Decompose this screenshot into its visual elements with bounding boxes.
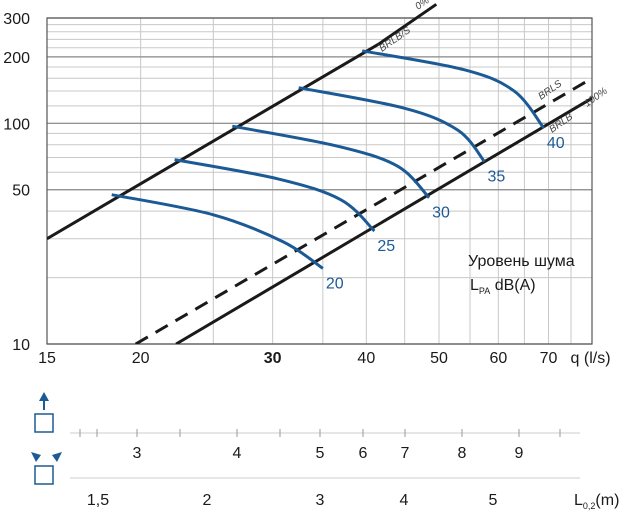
scale-1-label: 6 — [359, 445, 368, 462]
boundary-label-brls: BRLS — [536, 78, 564, 102]
noise-curve-label: 35 — [487, 169, 505, 186]
boundary-line-extension — [377, 3, 438, 46]
scale-1-label: 9 — [515, 445, 524, 462]
scale-1-label: 7 — [401, 445, 410, 462]
y-tick-label: 50 — [12, 183, 30, 200]
x-tick-label: 60 — [489, 350, 507, 367]
boundary-top-label-100: 100% — [582, 86, 609, 110]
noise-curve — [361, 49, 546, 130]
scale-2-unit-rest: (m) — [595, 492, 619, 509]
scale-2-label: 3 — [316, 492, 325, 509]
noise-annotation: Уровень шума LPA dB(A) — [468, 253, 575, 296]
annotation-sub: PA — [479, 286, 490, 296]
scale-2-label: 5 — [489, 492, 498, 509]
plot-frame — [46, 17, 593, 345]
throw-scales: 3 4 5 6 7 8 9 1,5 2 3 4 5 L0,2(m) — [31, 392, 619, 511]
x-axis-unit-label: q (l/s) — [571, 350, 611, 367]
y-tick-label: 100 — [3, 116, 30, 133]
throw-spread-icon-arrow-left — [31, 452, 41, 462]
grid — [46, 17, 593, 345]
annotation-line-1: Уровень шума — [468, 253, 575, 270]
boundary-line — [134, 77, 592, 344]
noise-curve-label: 25 — [377, 238, 395, 255]
scale-1-label: 3 — [133, 445, 142, 462]
scale-2-label: 2 — [203, 492, 212, 509]
boundary-line — [47, 43, 380, 240]
x-tick-label: 70 — [540, 350, 558, 367]
noise-curve-label: 40 — [547, 135, 565, 152]
x-tick-label: 15 — [38, 350, 56, 367]
boundary-line — [175, 96, 592, 344]
y-tick-label: 10 — [12, 337, 30, 354]
scale-1-label: 5 — [316, 445, 325, 462]
x-tick-label: 30 — [264, 350, 282, 367]
scale-2-unit-main: L — [574, 492, 583, 509]
y-tick-label: 200 — [3, 50, 30, 67]
noise-curves: 20 25 30 35 40 — [111, 49, 565, 292]
noise-curve — [174, 158, 376, 233]
noise-curve-label: 30 — [432, 205, 450, 222]
throw-up-icon-box — [34, 413, 54, 433]
scale-1-label: 8 — [458, 445, 467, 462]
annotation-line-2: LPA dB(A) — [470, 277, 536, 296]
noise-curve — [232, 124, 431, 199]
noise-curve — [298, 86, 486, 163]
boundary-lines — [47, 3, 592, 344]
scale-2-unit: L0,2(m) — [574, 492, 619, 511]
annotation-l: L — [470, 277, 479, 294]
x-tick-label: 40 — [357, 350, 375, 367]
throw-up-icon-arrow — [39, 392, 49, 401]
scale-2-label: 1,5 — [87, 492, 109, 509]
noise-curve — [111, 193, 324, 270]
axes: 10 50 100 200 300 15 20 30 40 50 60 70 q (l/s) — [3, 11, 610, 367]
throw-spread-icon-box — [34, 465, 54, 485]
noise-curve-label: 20 — [326, 275, 344, 292]
throw-spread-icon-arrow-right — [52, 452, 62, 462]
scale-2-unit-sub: 0,2 — [583, 501, 596, 511]
scale-1-label: 4 — [233, 445, 242, 462]
annotation-rest: dB(A) — [490, 277, 535, 294]
y-tick-label: 300 — [3, 11, 30, 28]
scale-2-label: 4 — [400, 492, 409, 509]
x-tick-label: 50 — [430, 350, 448, 367]
x-tick-label: 20 — [132, 350, 150, 367]
